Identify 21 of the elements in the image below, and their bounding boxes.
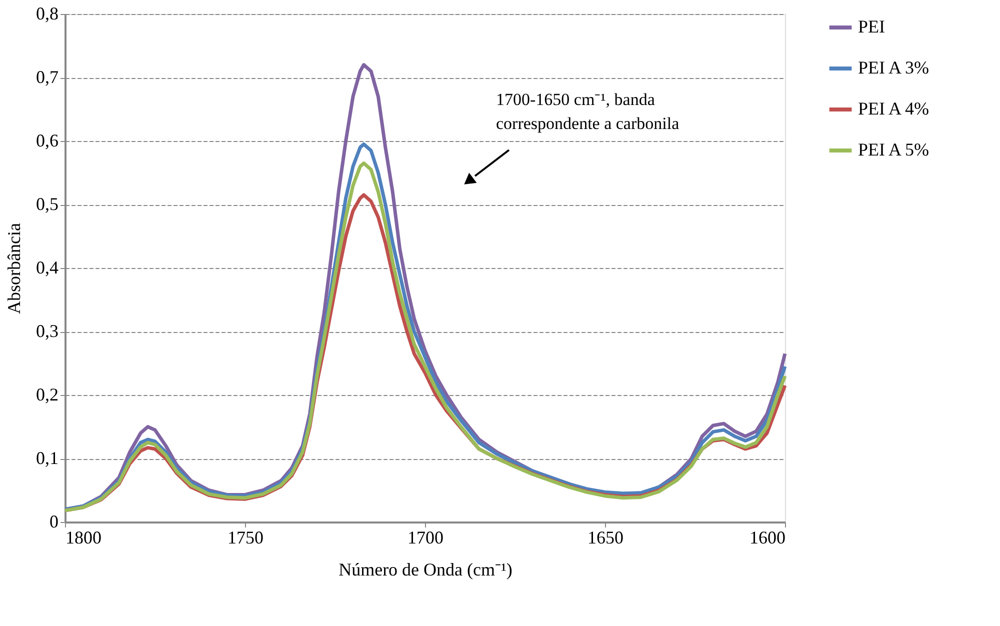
x-tick-label: 1650 <box>588 528 624 548</box>
x-tick-label: 1800 <box>66 528 102 548</box>
legend-label: PEI A 3% <box>858 58 930 78</box>
y-tick-label: 0 <box>50 512 58 532</box>
y-tick-label: 0,8 <box>36 4 58 24</box>
annotation: 1700-1650 cm⁻¹, banda correspondente a carbonila <box>496 90 680 133</box>
legend-label: PEI <box>858 16 886 36</box>
y-axis-title: Absorbância <box>4 223 24 314</box>
x-axis-title: Número de Onda (cm⁻¹) <box>338 560 512 580</box>
y-tick-label: 0,1 <box>36 448 58 468</box>
y-tick-label: 0,2 <box>36 384 58 404</box>
legend-label: PEI A 5% <box>858 140 930 160</box>
y-tick-label: 0,4 <box>36 258 58 278</box>
x-tick-label: 1600 <box>750 528 786 548</box>
y-tick-label: 0,6 <box>36 130 58 150</box>
legend-label: PEI A 4% <box>858 98 930 118</box>
y-tick-label: 0,5 <box>36 194 58 214</box>
x-tick-label: 1750 <box>228 528 264 548</box>
y-tick-label: 0,3 <box>36 321 58 341</box>
y-tick-label: 0,7 <box>36 67 58 87</box>
x-tick-label: 1700 <box>408 528 444 548</box>
